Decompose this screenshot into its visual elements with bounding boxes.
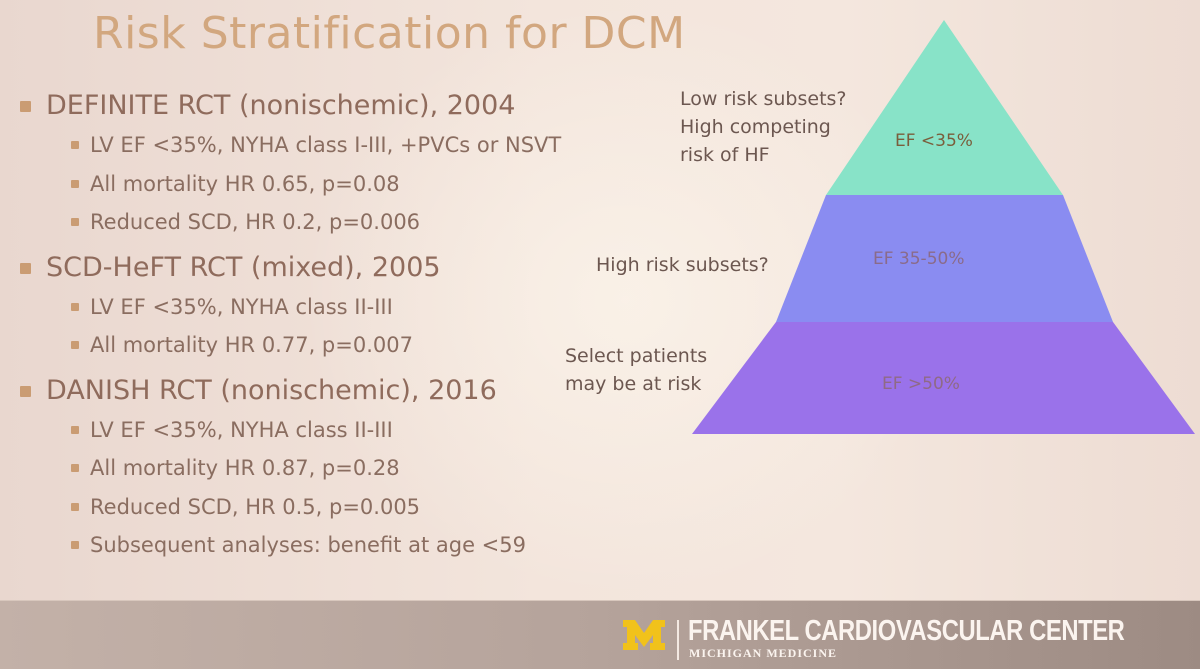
label-select-patients: Select patients may be at risk [565, 342, 707, 398]
sub-bullet-text: LV EF <35%, NYHA class II-III [90, 294, 393, 319]
pyramid-tier-label-top: EF <35% [895, 131, 973, 151]
pyramid-tier-label-bottom: EF >50% [882, 374, 960, 394]
sub-bullet-marker [71, 341, 79, 349]
bullet-marker [20, 101, 31, 112]
pyramid-tier-top [826, 20, 1063, 195]
sub-bullet: LV EF <35%, NYHA class II-III [20, 290, 660, 329]
sub-bullet-text: LV EF <35%, NYHA class I-III, +PVCs or N… [90, 133, 562, 157]
bullet-heading: DEFINITE RCT (nonischemic), 2004 [46, 90, 516, 121]
bullet-marker [20, 262, 31, 274]
sub-bullet: All mortality HR 0.77, p=0.007 [20, 328, 660, 367]
org-name: MICHIGAN MEDICINE [689, 646, 838, 660]
bullet-scd-heft: SCD-HeFT RCT (mixed), 2005 [20, 250, 660, 290]
sub-bullet-text: All mortality HR 0.77, p=0.007 [90, 333, 413, 357]
label-low-risk: Low risk subsets? High competing risk of… [680, 85, 847, 169]
sub-bullet: All mortality HR 0.87, p=0.28 [20, 451, 660, 490]
bullet-marker [20, 385, 31, 397]
sub-bullet-text: Subsequent analyses: benefit at age <59 [90, 533, 526, 557]
sub-bullet-marker [71, 141, 79, 149]
label-line: Low risk subsets? [680, 88, 847, 110]
sub-bullet-marker [71, 425, 79, 434]
sub-bullet-marker [71, 218, 79, 226]
sub-bullet: Reduced SCD, HR 0.2, p=0.006 [20, 205, 660, 244]
sub-bullet-marker [71, 541, 79, 549]
footer-bar [0, 600, 1200, 669]
label-line: High competing [680, 116, 831, 138]
sub-bullet: LV EF <35%, NYHA class I-III, +PVCs or N… [20, 128, 660, 167]
footer-divider [677, 620, 679, 660]
bullet-danish: DANISH RCT (nonischemic), 2016 [20, 373, 660, 413]
sub-bullet-text: LV EF <35%, NYHA class II-III [90, 417, 393, 442]
sub-bullet-text: Reduced SCD, HR 0.2, p=0.006 [90, 210, 421, 234]
sub-bullet-marker [71, 502, 79, 511]
sub-bullet-text: Reduced SCD, HR 0.5, p=0.005 [90, 494, 421, 519]
michigan-m-logo [623, 620, 665, 650]
sub-bullet-marker [71, 464, 79, 472]
sub-bullet: Subsequent analyses: benefit at age <59 [20, 528, 660, 567]
bullet-definite: DEFINITE RCT (nonischemic), 2004 [20, 88, 660, 128]
sub-bullet-text: All mortality HR 0.65, p=0.08 [90, 171, 400, 196]
label-line: Select patients [565, 345, 708, 367]
pyramid-tier-middle [776, 195, 1113, 322]
label-high-risk: High risk subsets? [596, 254, 769, 276]
sub-bullet-text: All mortality HR 0.87, p=0.28 [90, 456, 400, 480]
center-name: FRANKEL CARDIOVASCULAR CENTER [688, 615, 1125, 647]
sub-bullet: Reduced SCD, HR 0.5, p=0.005 [20, 490, 660, 529]
sub-bullet-marker [71, 302, 79, 311]
label-line: may be at risk [565, 373, 702, 395]
sub-bullet: LV EF <35%, NYHA class II-III [20, 413, 660, 452]
pyramid-tier-label-middle: EF 35-50% [873, 249, 965, 269]
sub-bullet: All mortality HR 0.65, p=0.08 [20, 167, 660, 206]
sub-bullet-marker [71, 179, 79, 188]
bullet-list: DEFINITE RCT (nonischemic), 2004 LV EF <… [20, 88, 660, 567]
label-line: risk of HF [680, 144, 770, 166]
pyramid-tier-bottom [692, 322, 1195, 434]
bullet-heading: DANISH RCT (nonischemic), 2016 [46, 374, 497, 406]
bullet-heading: SCD-HeFT RCT (mixed), 2005 [46, 251, 441, 283]
slide-title: Risk Stratification for DCM [93, 8, 686, 59]
